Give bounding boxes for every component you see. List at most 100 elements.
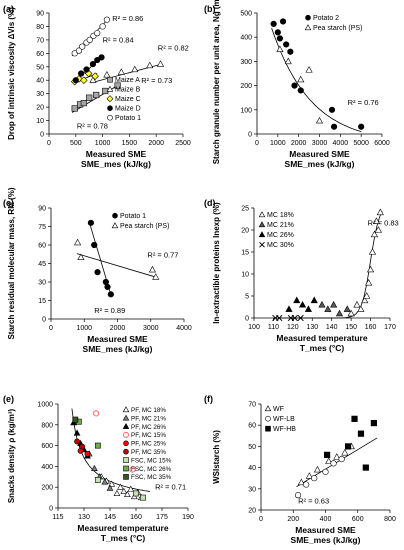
x-tick-label: 6000 xyxy=(374,140,390,147)
data-point xyxy=(148,265,156,273)
data-point xyxy=(298,300,307,308)
legend-marker xyxy=(107,114,113,121)
data-point xyxy=(71,105,78,112)
x-axis-title: Measured SME xyxy=(87,334,148,344)
data-point xyxy=(120,487,128,494)
legend-marker xyxy=(106,95,114,103)
data-point xyxy=(91,72,99,80)
y-tick-label: 0 xyxy=(42,317,46,324)
y-tick-label: 10 xyxy=(36,118,44,125)
data-point xyxy=(318,300,326,308)
data-point xyxy=(310,296,318,304)
data-point xyxy=(80,99,87,107)
panel-label: (c) xyxy=(3,198,14,208)
legend-label: FSC, MC 26% xyxy=(131,466,172,473)
chart-panel-c: 0 1000 2000 3000 4000 0 15 30 45 60 75 90 Measured S… xyxy=(3,187,192,354)
y-tick-label: 75 xyxy=(38,224,46,231)
data-point xyxy=(74,438,80,445)
data-point xyxy=(297,75,305,83)
data-point xyxy=(376,208,384,216)
data-point xyxy=(343,305,351,312)
data-point xyxy=(91,241,98,249)
y-tick-label: 0 xyxy=(245,316,249,323)
legend-label: WF-HB xyxy=(273,426,296,433)
data-point xyxy=(297,87,304,94)
chart-panel-b: 0 1000 2000 3000 4000 5000 6000 0 100 200 300 400 50… xyxy=(204,0,390,169)
y-tick-label: 25 xyxy=(241,206,249,213)
data-point xyxy=(87,219,94,226)
legend-marker xyxy=(123,474,129,480)
legend-label: MC 26% xyxy=(267,232,294,239)
data-point xyxy=(78,70,85,77)
r-squared-label: R² = 0.76 xyxy=(348,98,379,107)
data-point xyxy=(291,82,298,89)
data-point xyxy=(322,468,329,475)
y-axis-title: Drop of intrinsic viscosity ΔVis (%) xyxy=(7,7,16,140)
x-tick-label: 120 xyxy=(287,324,299,331)
data-point xyxy=(146,61,154,69)
data-point xyxy=(129,466,136,473)
data-point xyxy=(89,60,97,68)
legend-marker xyxy=(265,415,271,422)
data-point xyxy=(276,45,284,52)
y-tick-label: 90 xyxy=(36,11,44,18)
y-tick-label: 40 xyxy=(248,465,256,472)
data-point xyxy=(89,76,97,83)
data-point xyxy=(284,57,292,65)
data-point xyxy=(372,217,380,224)
legend-marker xyxy=(107,105,113,111)
data-point xyxy=(311,475,318,482)
x-tick-label: 0 xyxy=(47,140,51,147)
data-point xyxy=(113,489,121,496)
legend-marker xyxy=(122,423,130,429)
data-point xyxy=(293,296,301,304)
data-point xyxy=(101,478,109,485)
data-point xyxy=(358,123,365,130)
data-point xyxy=(99,23,106,30)
data-point xyxy=(106,484,114,491)
legend-marker xyxy=(122,414,130,421)
y-tick-label: 70 xyxy=(36,37,44,44)
legend-label: PF, MC 15% xyxy=(131,432,166,439)
x-axis-subtitle: T_mes (°C) xyxy=(101,533,146,543)
legend-marker xyxy=(305,14,311,21)
x-axis-title: Measured SME xyxy=(289,149,350,159)
data-point xyxy=(297,314,304,322)
y-axis-title: In-extractible proteins Inexp (%) xyxy=(212,202,221,324)
data-point xyxy=(93,410,100,417)
y-tick-label: 600 xyxy=(41,443,53,450)
x-tick-label: 1500 xyxy=(122,140,138,147)
data-point xyxy=(94,442,101,449)
y-tick-label: 30 xyxy=(36,91,44,98)
data-point xyxy=(84,451,91,457)
data-point xyxy=(156,60,165,67)
data-point xyxy=(294,492,302,499)
y-tick-label: 800 xyxy=(41,422,53,429)
data-point xyxy=(325,457,333,464)
x-tick-label: 160 xyxy=(365,324,377,331)
y-tick-label: 500 xyxy=(240,11,252,18)
y-tick-label: 45 xyxy=(38,261,46,268)
x-tick-label: 0 xyxy=(49,325,53,332)
y-axis-title: Snacks density ρ (kg/m³) xyxy=(7,409,16,504)
y-tick-label: 70 xyxy=(248,402,256,409)
data-point xyxy=(330,123,338,130)
x-tick-label: 1000 xyxy=(95,140,111,147)
data-point xyxy=(103,16,110,23)
legend-marker xyxy=(258,221,266,228)
data-point xyxy=(362,464,369,471)
x-tick-label: 100 xyxy=(248,324,260,331)
legend-marker xyxy=(123,431,129,438)
legend-marker xyxy=(111,222,119,229)
data-point xyxy=(297,478,305,486)
data-point xyxy=(108,480,116,487)
y-tick-label: 15 xyxy=(241,250,249,257)
data-point xyxy=(98,54,105,61)
data-point xyxy=(315,116,324,124)
data-point xyxy=(283,41,290,48)
chart-panel-d: 100 110 120 130 140 150 160 170 0 5 10 15 20 25 Measur… xyxy=(204,198,399,353)
data-point xyxy=(73,429,81,436)
x-tick-label: 1000 xyxy=(270,140,286,147)
legend-label: Pea starch (PS) xyxy=(313,25,362,32)
legend-marker xyxy=(304,24,312,31)
